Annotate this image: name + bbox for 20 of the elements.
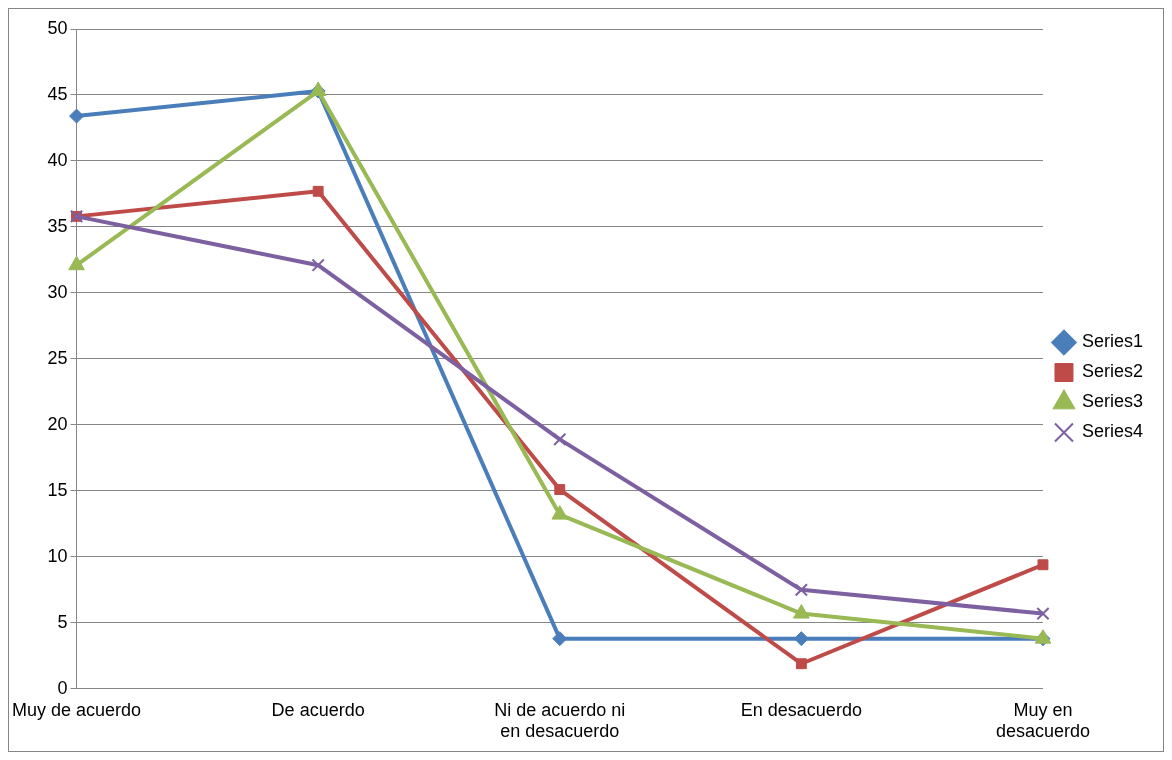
y-tick-label: 45 [47, 83, 68, 104]
legend-label: Series1 [1081, 331, 1143, 352]
y-tick-label: 40 [47, 149, 68, 170]
y-tick-label: 15 [47, 479, 68, 500]
x-tick-label: De acuerdo [271, 699, 365, 720]
x-tick-label: En desacuerdo [740, 699, 862, 720]
x-tick-label: Muy en desacuerdo [995, 699, 1091, 742]
legend-label: Series2 [1081, 361, 1143, 382]
y-tick-label: 0 [57, 677, 68, 698]
y-tick-label: 20 [47, 413, 68, 434]
y-tick-label: 35 [47, 215, 68, 236]
y-tick-label: 50 [47, 17, 68, 38]
legend-label: Series3 [1081, 391, 1143, 412]
legend-label: Series4 [1081, 421, 1143, 442]
x-tick-label: Muy de acuerdo [12, 699, 142, 720]
y-tick-label: 30 [47, 281, 68, 302]
y-tick-label: 5 [57, 611, 68, 632]
x-tick-label: Ni de acuerdo ni en desacuerdo [494, 699, 626, 742]
y-tick-label: 25 [47, 347, 68, 368]
y-tick-label: 10 [47, 545, 68, 566]
